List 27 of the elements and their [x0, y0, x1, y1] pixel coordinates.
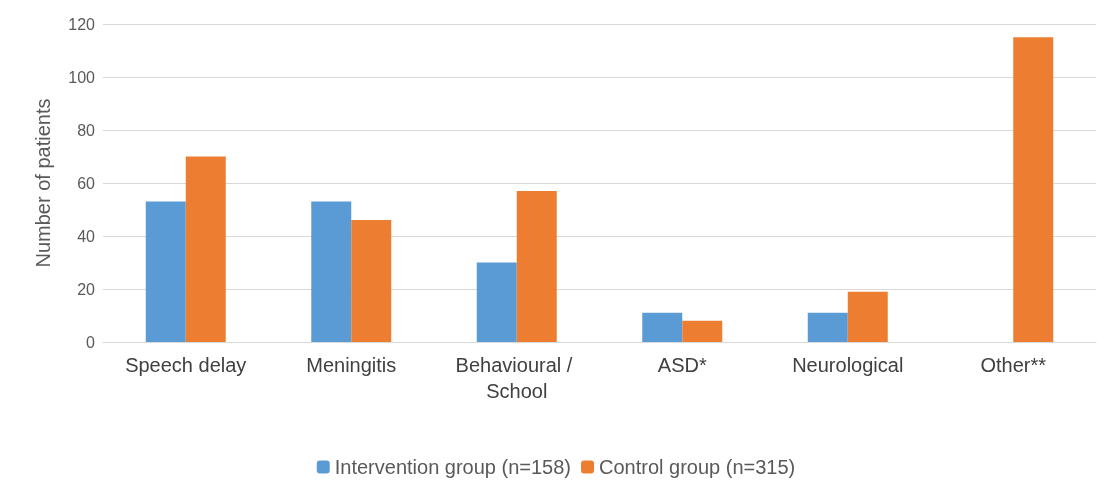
x-tick-label: Neurological [792, 354, 904, 376]
legend-label: Intervention group (n=158) [334, 456, 572, 478]
x-tick-label: Other** [980, 354, 1047, 376]
x-tick-label: Speech delay [125, 354, 247, 376]
y-axis-title: Number of patients [32, 98, 54, 268]
y-tick-label: 60 [77, 174, 96, 192]
x-tick-label: ASD* [657, 354, 707, 376]
x-tick-label: Behavioural / School [455, 354, 578, 402]
y-tick-label: 20 [77, 280, 96, 298]
bar [682, 320, 723, 342]
y-tick-label: 0 [86, 333, 96, 351]
y-tick-label: 120 [68, 15, 96, 33]
bar [185, 156, 226, 342]
legend-label: Control group (n=315) [599, 456, 796, 478]
y-tick-label: 100 [68, 68, 96, 86]
bar [807, 312, 848, 342]
y-tick-label: 80 [77, 121, 96, 139]
bar [642, 312, 683, 342]
bar [311, 201, 352, 342]
bar [476, 262, 517, 342]
bar [145, 201, 186, 342]
x-tick-label: Meningitis [306, 354, 397, 376]
bar [1013, 37, 1054, 342]
bar [516, 190, 557, 342]
bar [847, 291, 888, 342]
y-tick-label: 40 [77, 227, 96, 245]
bar [351, 220, 392, 342]
